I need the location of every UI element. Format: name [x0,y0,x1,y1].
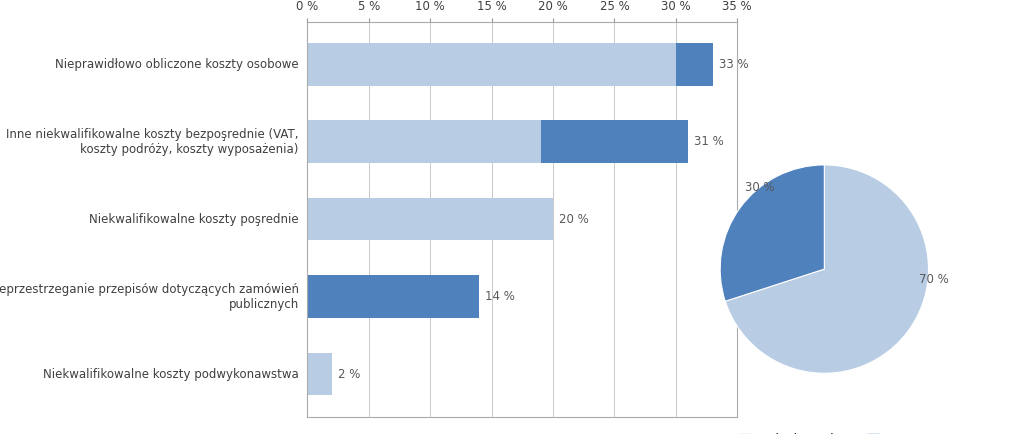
Legend: Badania naukowe, Inne: Badania naukowe, Inne [734,428,914,434]
Bar [307,43,676,85]
Text: 33 %: 33 % [719,58,749,71]
Bar [676,43,713,85]
Bar [307,198,553,240]
Text: 70 %: 70 % [919,273,948,286]
Wedge shape [720,165,824,301]
Bar [307,120,541,163]
Bar [307,353,332,395]
Text: 20 %: 20 % [559,213,589,226]
Wedge shape [725,165,929,373]
Text: 14 %: 14 % [485,290,515,303]
Bar [541,120,688,163]
Bar [307,275,479,318]
Text: 31 %: 31 % [694,135,724,148]
Text: 30 %: 30 % [744,181,774,194]
Text: 2 %: 2 % [338,368,360,381]
